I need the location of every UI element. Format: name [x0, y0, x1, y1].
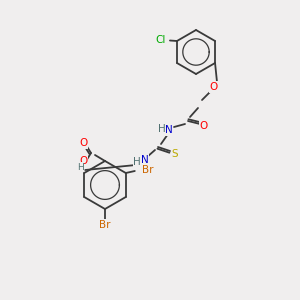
Text: N: N — [141, 155, 149, 165]
Text: H: H — [158, 124, 166, 134]
Text: O: O — [200, 121, 208, 131]
Text: O: O — [79, 138, 87, 148]
Text: Cl: Cl — [156, 35, 166, 45]
Text: Br: Br — [142, 165, 153, 175]
Text: H: H — [133, 157, 141, 167]
Text: H: H — [76, 163, 83, 172]
Text: O: O — [79, 156, 87, 166]
Text: S: S — [172, 149, 178, 159]
Text: N: N — [165, 125, 173, 135]
Text: O: O — [210, 82, 218, 92]
Text: Br: Br — [99, 220, 111, 230]
